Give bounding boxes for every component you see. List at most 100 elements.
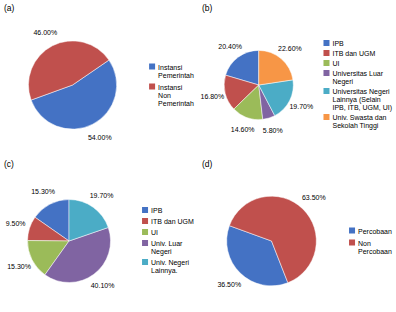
legend-label-line: Lainnya (Selain <box>332 96 380 104</box>
legend-label-line: Pemerintah <box>158 100 194 107</box>
legend-swatch <box>142 218 148 224</box>
panel: (b) IPB ITB dan UGM UI Universitas LuarNeger… <box>200 3 392 134</box>
data-label: 54.00% <box>88 134 112 141</box>
title: (b) <box>202 3 213 13</box>
legend-item: UI <box>323 60 339 67</box>
data-label: 15.30% <box>7 263 31 270</box>
legend-label-line: Negeri <box>151 248 172 256</box>
legend-label-line: Universitas Luar <box>332 70 383 77</box>
legend-label: Univ. NegeriLainnya. <box>151 259 189 275</box>
data-label: 40.10% <box>91 282 115 289</box>
legend-label-line: Pemerintah <box>158 72 194 79</box>
legend-item: IPB <box>142 207 163 214</box>
legend-swatch <box>142 259 148 265</box>
legend-swatch <box>142 229 148 235</box>
pie-slice <box>69 200 108 241</box>
data-label: 15.30% <box>31 188 55 195</box>
legend-swatch <box>349 240 355 246</box>
pie-slice <box>259 50 293 85</box>
legend-label-line: ITB dan UGM <box>151 218 194 225</box>
legend-label-line: IPB, ITB, UGM, UI) <box>332 104 392 112</box>
pie <box>224 50 293 119</box>
data-label: 14.60% <box>231 126 255 133</box>
legend-label-line: Universitas Negeri <box>332 88 390 96</box>
legend-label-line: Instansi <box>158 64 183 71</box>
data-label: 20.40% <box>218 43 242 50</box>
data-label: 36.50% <box>217 281 241 288</box>
legend-item: Percobaan <box>349 228 392 235</box>
legend-label: Univ. LuarNegeri <box>151 240 183 256</box>
title: (c) <box>4 159 14 169</box>
pie <box>28 200 111 283</box>
legend-item: Universitas NegeriLainnya (SelainIPB, IT… <box>323 88 392 112</box>
legend-label: NonPercobaan <box>358 240 392 255</box>
legend-label-line: IPB <box>151 207 163 214</box>
legend-swatch <box>149 84 155 90</box>
legend-swatch <box>349 228 355 234</box>
legend-label-line: Non <box>358 240 371 247</box>
legend-label-line: Non <box>158 92 171 99</box>
panel: (d) Percobaan NonPercobaan 36.50% 63.50% <box>202 159 392 288</box>
legend-label: ITB dan UGM <box>332 50 375 57</box>
legend-label: Universitas LuarNegeri <box>332 70 383 86</box>
pie-slice <box>259 80 294 116</box>
figure: (a)InstansiPemerintahInstansiNonPemerint… <box>0 0 396 312</box>
legend-label-line: Percobaan <box>358 228 392 235</box>
legend-label-line: ITB dan UGM <box>332 50 375 57</box>
legend-swatch <box>142 240 148 246</box>
legend-item: Univ. LuarNegeri <box>142 240 183 256</box>
legend-item: UI <box>142 229 158 236</box>
legend: InstansiPemerintahInstansiNonPemerintah <box>149 64 194 107</box>
legend-label: IPB <box>151 207 163 214</box>
legend-label-line: Sekolah Tinggi <box>332 122 378 130</box>
pie-slice <box>234 85 263 120</box>
legend-item: IPB <box>323 40 344 47</box>
legend-label: Universitas NegeriLainnya (SelainIPB, IT… <box>332 88 392 112</box>
legend-label: Percobaan <box>358 228 392 235</box>
legend-label: UI <box>332 60 339 67</box>
data-label: 5.80% <box>263 127 283 134</box>
legend: IPBITB dan UGMUIUniversitas LuarNegeriUn… <box>323 40 392 130</box>
legend-item: InstansiPemerintah <box>149 64 194 79</box>
legend-label-line: Negeri <box>332 78 353 86</box>
legend-swatch <box>323 70 329 76</box>
legend-label-line: IPB <box>332 40 344 47</box>
legend-label: InstansiNonPemerintah <box>158 84 194 107</box>
legend-swatch <box>323 60 329 66</box>
legend-swatch <box>142 207 148 213</box>
data-labels: 15.30%9.50%15.30%40.10%19.70% <box>6 188 115 290</box>
legend-label-line: Univ. Negeri <box>151 259 189 267</box>
legend-item: ITB dan UGM <box>142 218 194 225</box>
title: (a) <box>4 3 15 13</box>
legend-swatch <box>323 88 329 94</box>
data-label: 19.70% <box>90 192 114 199</box>
pie-slice <box>229 196 316 283</box>
data-label: 22.60% <box>278 45 302 52</box>
data-label: 16.80% <box>200 93 224 100</box>
pie-slice <box>28 217 69 241</box>
legend: IPB ITB dan UGM UI Univ. LuarNegeri Univ. Ne… <box>142 207 194 275</box>
panel: (c)IPBITB dan UGMUIUniv. LuarNegeriUniv.… <box>4 159 194 289</box>
panel: (a)InstansiPemerintahInstansiNonPemerint… <box>4 3 194 141</box>
legend-label-line: Lainnya. <box>151 267 178 275</box>
legend-swatch <box>149 64 155 70</box>
data-label: 63.50% <box>302 194 326 201</box>
data-labels: 54.00%46.00% <box>33 29 111 142</box>
pie <box>227 196 317 286</box>
title: (d) <box>202 159 213 169</box>
legend-label-line: Univ. Luar <box>151 240 183 247</box>
legend-label-line: Instansi <box>158 84 183 91</box>
data-label: 19.70% <box>289 103 313 110</box>
legend: Percobaan NonPercobaan <box>349 228 392 255</box>
legend-item: Univ. Swasta danSekolah Tinggi <box>323 114 386 130</box>
legend-swatch <box>323 50 329 56</box>
legend-label: UI <box>151 229 158 236</box>
pie <box>28 41 116 129</box>
legend-label-line: UI <box>151 229 158 236</box>
legend-label: IPB <box>332 40 344 47</box>
legend-label: ITB dan UGM <box>151 218 194 225</box>
legend-item: NonPercobaan <box>349 240 392 255</box>
legend-label-line: Univ. Swasta dan <box>332 114 386 121</box>
pie-slice <box>28 41 109 100</box>
legend-item: ITB dan UGM <box>323 50 375 57</box>
